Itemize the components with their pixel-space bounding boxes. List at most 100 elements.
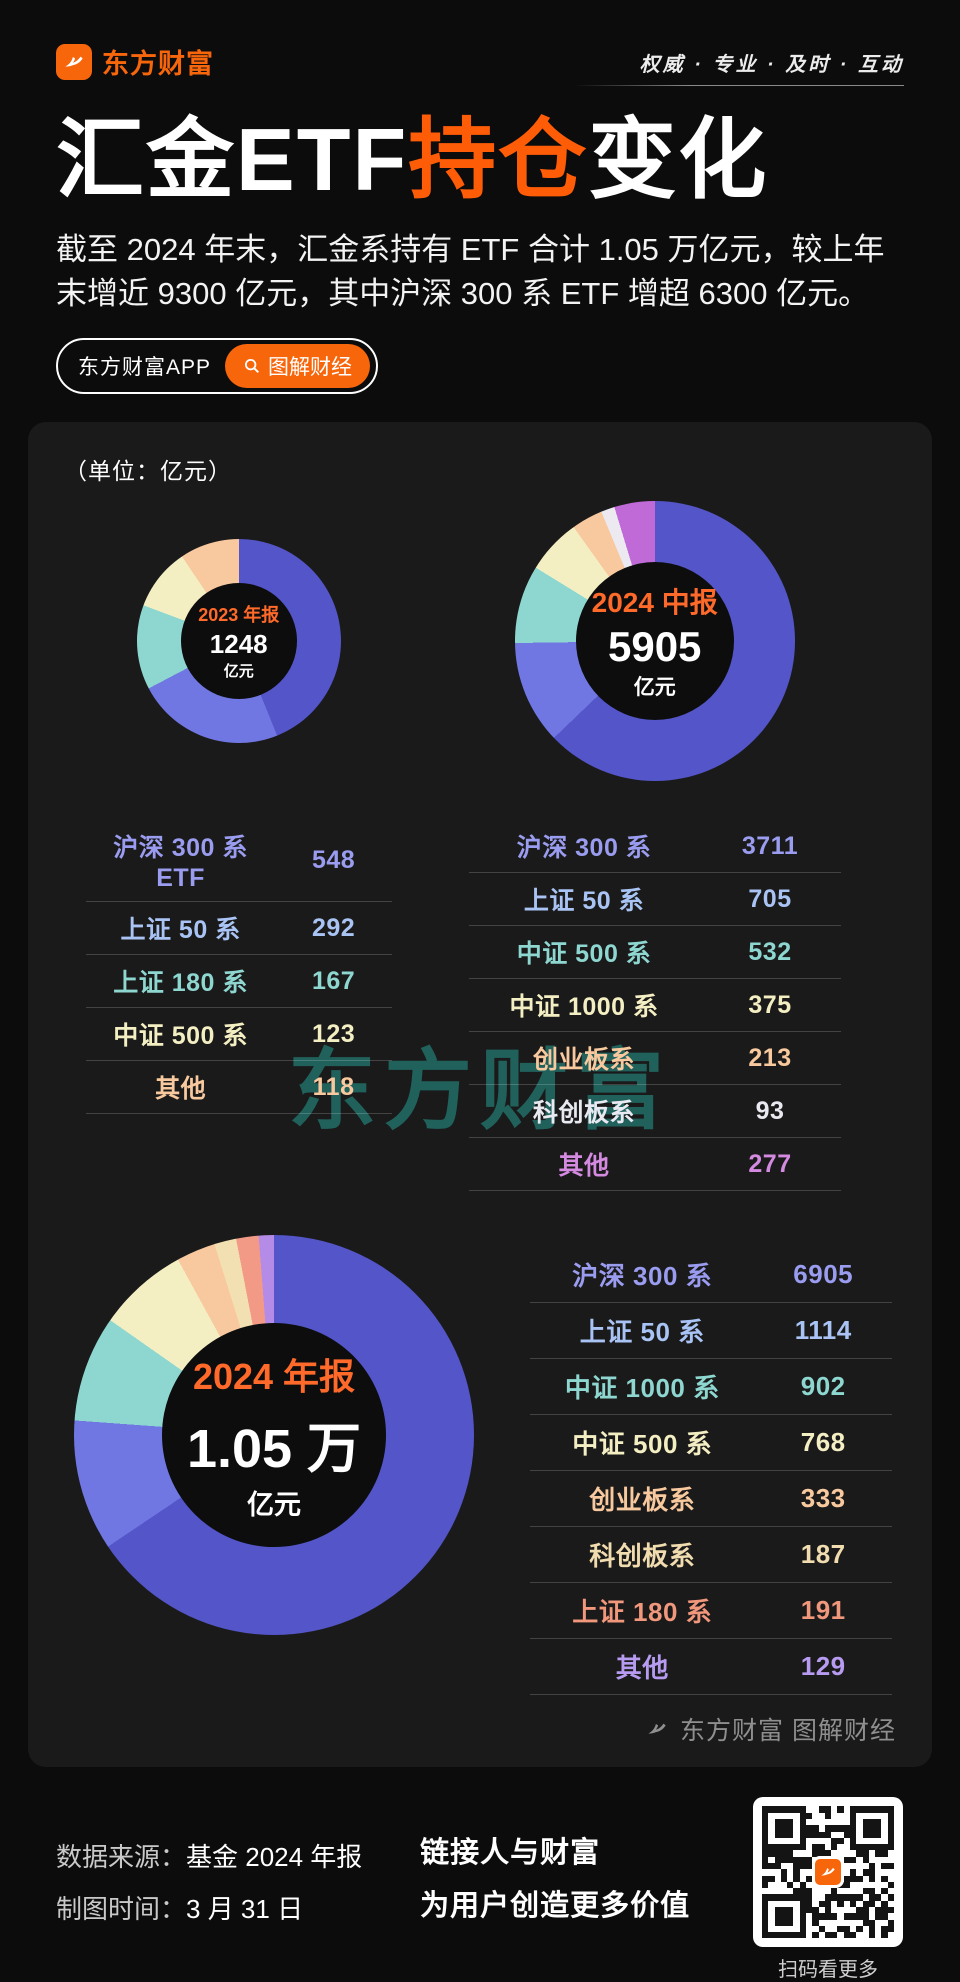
legend-value: 118	[312, 1072, 355, 1101]
legend-label: 创业板系	[589, 1485, 696, 1516]
legend-value: 902	[800, 1371, 846, 1402]
app-badge-label: 东方财富APP	[78, 356, 212, 380]
legend-row: 中证 500 系 123	[85, 1008, 392, 1062]
legend-row: 上证 50 系 292	[85, 902, 392, 956]
legend-value: 191	[800, 1595, 846, 1626]
legend-label: 中证 1000 系	[509, 993, 659, 1022]
legend-row: 上证 50 系 1114	[530, 1303, 892, 1360]
legend-value: 6905	[793, 1259, 854, 1290]
donut-2024fy-center: 2024 年报 1.05 万 亿元	[162, 1323, 386, 1548]
donut-2024h1-value: 5905	[607, 623, 702, 671]
legend-value: 292	[311, 913, 356, 942]
qr-code	[752, 1797, 903, 1948]
legend-row: 沪深 300 系 3711	[468, 820, 841, 874]
legend-label: 上证 180 系	[113, 969, 248, 998]
legend-value: 123	[311, 1019, 356, 1048]
legend-label: 中证 500 系	[572, 1429, 713, 1460]
donut-2024fy-title: 2024 年报	[192, 1356, 356, 1398]
brand: 东方财富	[56, 42, 214, 81]
brand-slogan: 权威 · 专业 · 及时 · 互动	[639, 54, 904, 76]
legend-row: 创业板系 213	[468, 1032, 841, 1086]
legend-label: 沪深 300 系	[516, 834, 652, 863]
legend-value: 768	[800, 1427, 846, 1458]
unit-note: （单位：亿元）	[64, 458, 232, 485]
data-source-label: 数据来源：	[56, 1842, 187, 1873]
panel-footer: 东方财富 图解财经	[64, 1711, 896, 1747]
legend-row: 其他 277	[468, 1138, 841, 1192]
eastmoney-logo-icon	[56, 43, 92, 80]
intro-text: 截至 2024 年末，汇金系持有 ETF 合计 1.05 万亿元，较上年末增近 …	[56, 232, 885, 312]
legend-value: 375	[748, 990, 792, 1019]
legend-2024fy: 沪深 300 系 6905 上证 50 系 1114 中证 1000 系 902 中证 50…	[530, 1247, 892, 1696]
legend-label: 上证 50 系	[120, 916, 241, 945]
legend-label: 沪深 300 系 ETF	[113, 834, 248, 893]
legend-value: 548	[311, 846, 356, 875]
legend-label: 其他	[155, 1075, 207, 1104]
legend-2023: 沪深 300 系 ETF 548 上证 50 系 292 上证 180 系 167 中证 5…	[85, 820, 392, 1115]
legend-label: 沪深 300 系	[572, 1261, 713, 1292]
brand-name: 东方财富	[102, 49, 214, 79]
legend-label: 创业板系	[533, 1046, 636, 1075]
donut-2024h1-unit: 亿元	[633, 676, 676, 700]
donut-2023: 2023 年报 1248 亿元	[136, 539, 341, 744]
legend-value: 213	[748, 1043, 792, 1072]
watermark: 东方财富	[287, 1041, 673, 1141]
legend-label: 中证 500 系	[516, 940, 652, 969]
legend-label: 其他	[615, 1653, 669, 1684]
legend-row: 上证 180 系 167	[85, 955, 392, 1009]
qr-block: 扫码看更多	[748, 1797, 908, 1982]
app-badge[interactable]: 东方财富APP 图解财经	[56, 338, 379, 395]
qr-caption: 扫码看更多	[777, 1959, 878, 1982]
panel-footer-brand: 东方财富 图解财经	[680, 1717, 896, 1746]
legend-value: 705	[748, 884, 792, 913]
legend-row: 其他 129	[530, 1639, 892, 1696]
donut-2024h1-title: 2024 中报	[591, 587, 718, 619]
chart-date-line: 制图时间：3 月 31 日	[56, 1883, 362, 1935]
legend-label: 中证 500 系	[113, 1022, 248, 1051]
legend-row: 上证 50 系 705	[468, 873, 841, 927]
chart-date-value: 3 月 31 日	[186, 1894, 304, 1925]
legend-label: 其他	[558, 1152, 610, 1181]
search-icon	[245, 359, 260, 374]
legend-row: 中证 500 系 532	[468, 926, 841, 980]
legend-row: 创业板系 333	[530, 1471, 892, 1528]
donut-2024fy-unit: 亿元	[247, 1490, 301, 1521]
footer-slogan-line1: 链接人与财富	[420, 1837, 601, 1870]
topic-badge[interactable]: 图解财经	[225, 344, 371, 389]
legend-value: 167	[311, 966, 356, 995]
legend-row: 其他 118	[85, 1061, 392, 1115]
title-post: 变化	[588, 110, 769, 209]
chart-panel: （单位：亿元） 东方财富 2023 年报 1248 亿元 沪深 300 系 ET…	[28, 422, 932, 1768]
legend-row: 沪深 300 系 ETF 548	[85, 820, 392, 903]
legend-value: 532	[748, 937, 792, 966]
legend-row: 沪深 300 系 6905	[530, 1247, 892, 1304]
top-charts-row: 2023 年报 1248 亿元 沪深 300 系 ETF 548 上证 50 系 29…	[64, 486, 896, 1192]
legend-row: 科创板系 93	[468, 1085, 841, 1139]
legend-label: 中证 1000 系	[564, 1373, 720, 1404]
legend-label: 上证 50 系	[579, 1317, 705, 1348]
chart-2024h1-block: 2024 中报 5905 亿元 沪深 300 系 3711 上证 50 系 705 中证…	[413, 486, 896, 1192]
qr-center-logo	[811, 1856, 844, 1889]
footer-meta: 数据来源：基金 2024 年报 制图时间：3 月 31 日	[56, 1831, 362, 1935]
legend-row: 中证 1000 系 375	[468, 979, 841, 1033]
legend-value: 187	[800, 1539, 846, 1570]
donut-2024fy-value: 1.05 万	[186, 1419, 362, 1480]
page-footer: 数据来源：基金 2024 年报 制图时间：3 月 31 日 链接人与财富 为用户…	[56, 1797, 908, 1982]
slogan-wrap: 权威 · 专业 · 及时 · 互动	[574, 42, 904, 86]
legend-2024h1: 沪深 300 系 3711 上证 50 系 705 中证 500 系 532 中证 1000…	[468, 820, 841, 1192]
topic-badge-label: 图解财经	[268, 356, 353, 380]
donut-2024fy: 2024 年报 1.05 万 亿元	[74, 1235, 474, 1636]
legend-value: 3711	[741, 831, 799, 860]
legend-value: 93	[755, 1096, 785, 1125]
donut-2024h1-center: 2024 中报 5905 亿元	[575, 562, 734, 721]
slogan-divider	[574, 85, 904, 86]
legend-row: 上证 180 系 191	[530, 1583, 892, 1640]
legend-label: 科创板系	[533, 1099, 636, 1128]
legend-row: 中证 1000 系 902	[530, 1359, 892, 1416]
donut-2023-unit: 亿元	[223, 663, 254, 681]
chart-2024fy-block: 2024 年报 1.05 万 亿元 沪深 300 系 6905 上证 50 系 111…	[64, 1235, 896, 1696]
data-source-line: 数据来源：基金 2024 年报	[56, 1831, 362, 1883]
donut-2023-value: 1248	[209, 629, 268, 660]
legend-value: 277	[748, 1149, 792, 1178]
legend-label: 上证 180 系	[572, 1597, 713, 1628]
